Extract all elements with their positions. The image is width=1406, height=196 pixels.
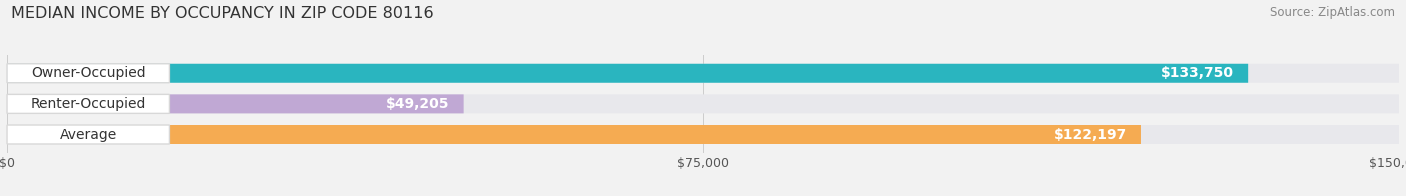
Text: Average: Average bbox=[59, 128, 117, 142]
Text: $49,205: $49,205 bbox=[387, 97, 450, 111]
FancyBboxPatch shape bbox=[7, 64, 170, 83]
FancyBboxPatch shape bbox=[7, 94, 170, 113]
Text: $122,197: $122,197 bbox=[1054, 128, 1128, 142]
Text: $133,750: $133,750 bbox=[1161, 66, 1234, 80]
Text: Renter-Occupied: Renter-Occupied bbox=[31, 97, 146, 111]
FancyBboxPatch shape bbox=[7, 125, 170, 144]
FancyBboxPatch shape bbox=[7, 125, 1399, 144]
Text: Source: ZipAtlas.com: Source: ZipAtlas.com bbox=[1270, 6, 1395, 19]
FancyBboxPatch shape bbox=[7, 64, 1249, 83]
FancyBboxPatch shape bbox=[7, 64, 1399, 83]
FancyBboxPatch shape bbox=[7, 94, 1399, 113]
FancyBboxPatch shape bbox=[7, 125, 1142, 144]
Text: MEDIAN INCOME BY OCCUPANCY IN ZIP CODE 80116: MEDIAN INCOME BY OCCUPANCY IN ZIP CODE 8… bbox=[11, 6, 434, 21]
Text: Owner-Occupied: Owner-Occupied bbox=[31, 66, 146, 80]
FancyBboxPatch shape bbox=[7, 94, 464, 113]
